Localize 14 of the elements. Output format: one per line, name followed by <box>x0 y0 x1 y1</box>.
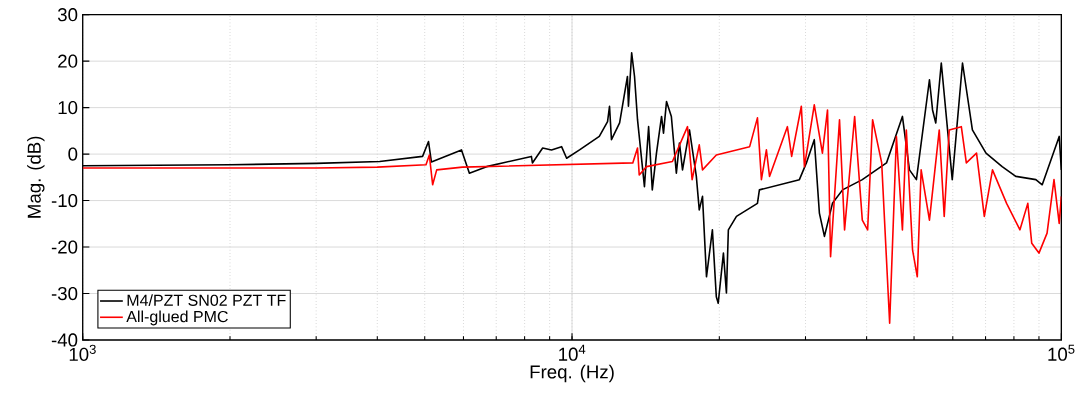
legend-label: M4/PZT SN02 PZT TF <box>127 294 286 306</box>
legend-label: All-glued PMC <box>126 310 228 326</box>
y-tick-label: 0 <box>68 147 78 161</box>
y-tick-label: 10 <box>58 101 78 115</box>
y-tick-label: -30 <box>51 286 78 301</box>
y-tick-label: 20 <box>58 54 78 68</box>
x-tick-label: 10$^{4}$ <box>559 344 586 361</box>
x-tick-label: 10$^{5}$ <box>1048 344 1075 361</box>
y-tick-label: -10 <box>51 193 78 208</box>
y-tick-label: -20 <box>51 240 78 254</box>
y-axis-title: Mag. (dB) <box>27 136 45 218</box>
y-tick-label: 30 <box>57 8 78 22</box>
y-tick-label: -40 <box>51 333 78 347</box>
x-axis-title: Freq. (Hz) <box>530 364 614 383</box>
